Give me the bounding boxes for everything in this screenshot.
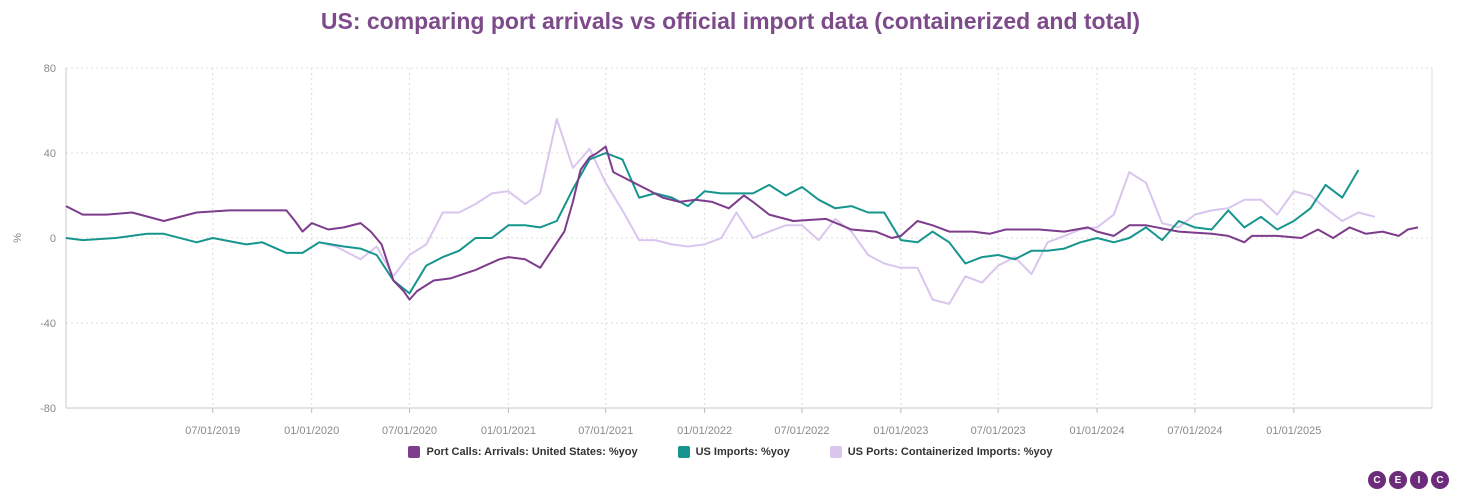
y-tick-label: -40 <box>40 318 56 330</box>
legend-item-port-calls[interactable]: Port Calls: Arrivals: United States: %yo… <box>408 446 638 458</box>
x-tick-label: 01/01/2020 <box>284 425 339 437</box>
y-axis-label: % <box>12 233 24 243</box>
y-tick-label: 80 <box>44 63 56 75</box>
x-tick-label: 01/01/2023 <box>873 425 928 437</box>
legend-label-port-calls: Port Calls: Arrivals: United States: %yo… <box>426 446 638 458</box>
legend-item-us-imports[interactable]: US Imports: %yoy <box>677 446 790 458</box>
x-tick-label: 07/01/2020 <box>382 425 437 437</box>
x-tick-label: 07/01/2021 <box>578 425 633 437</box>
legend-swatch-containerized <box>829 446 842 458</box>
series-line-us-imports <box>65 152 1360 295</box>
legend-swatch-us-imports <box>677 446 690 458</box>
logo-letter: E <box>1389 471 1407 489</box>
y-tick-label: -80 <box>40 403 56 415</box>
y-tick-label: 40 <box>44 148 56 160</box>
logo-letter: I <box>1410 471 1428 489</box>
legend-item-containerized[interactable]: US Ports: Containerized Imports: %yoy <box>829 446 1053 458</box>
x-tick-label: 01/01/2021 <box>481 425 536 437</box>
series-line-containerized <box>318 118 1376 305</box>
series-line-port-calls <box>65 145 1419 301</box>
logo-letter: C <box>1368 471 1386 489</box>
chart-title: US: comparing port arrivals vs official … <box>320 8 1141 34</box>
x-tick-label: 07/01/2019 <box>185 425 240 437</box>
ceic-logo: C E I C <box>1368 471 1449 489</box>
legend-label-containerized: US Ports: Containerized Imports: %yoy <box>847 446 1053 458</box>
logo-letter: C <box>1431 471 1449 489</box>
legend: Port Calls: Arrivals: United States: %yo… <box>0 446 1461 458</box>
x-tick-label: 01/01/2025 <box>1266 425 1321 437</box>
x-tick-label: 01/01/2022 <box>677 425 732 437</box>
legend-swatch-port-calls <box>408 446 421 458</box>
x-tick-label: 07/01/2024 <box>1167 425 1222 437</box>
y-tick-label: 0 <box>50 233 56 245</box>
x-tick-label: 07/01/2023 <box>971 425 1026 437</box>
legend-label-us-imports: US Imports: %yoy <box>695 446 790 458</box>
x-tick-label: 01/01/2024 <box>1070 425 1125 437</box>
x-tick-label: 07/01/2022 <box>774 425 829 437</box>
